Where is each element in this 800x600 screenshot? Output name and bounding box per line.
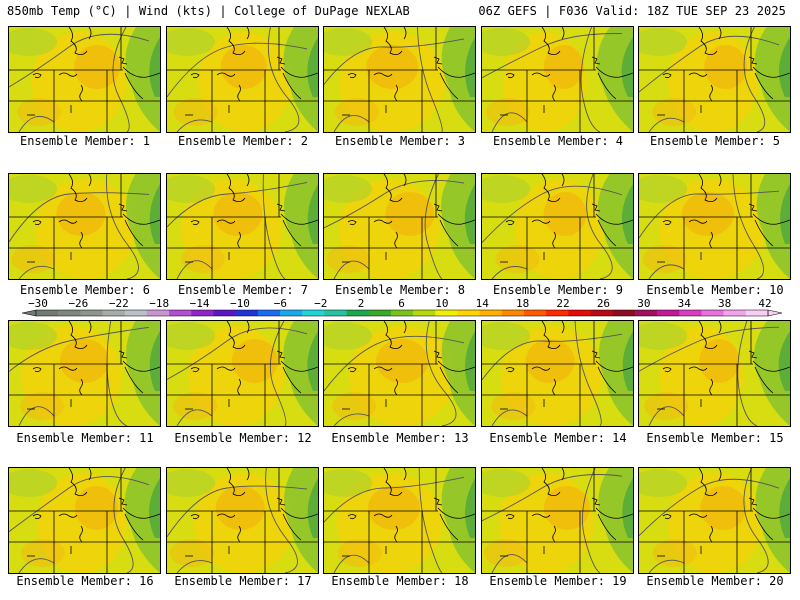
ensemble-member-label: Ensemble Member: 5 <box>649 134 781 148</box>
ensemble-member-map <box>166 467 319 574</box>
colorbar-swatch <box>479 310 503 316</box>
ensemble-member-map <box>8 173 161 280</box>
ensemble-member-map <box>166 173 319 280</box>
colorbar-swatch <box>169 310 192 316</box>
map-title: 850mb Temp (°C) | Wind (kts) | College o… <box>7 4 410 18</box>
ensemble-member-map <box>8 320 161 427</box>
ensemble-member-label: Ensemble Member: 15 <box>646 431 784 445</box>
colorbar-swatch <box>701 310 724 316</box>
ensemble-member-map <box>323 467 476 574</box>
ensemble-member-map <box>323 320 476 427</box>
colorbar-arrow-low <box>21 309 37 317</box>
ensemble-member-label: Ensemble Member: 1 <box>19 134 151 148</box>
colorbar-swatch <box>524 310 547 316</box>
colorbar-tick-label: −2 <box>314 298 327 310</box>
colorbar-tick-label: 2 <box>358 298 365 310</box>
colorbar-tick-label: 10 <box>435 298 448 310</box>
ensemble-member-label: Ensemble Member: 16 <box>16 574 154 588</box>
colorbar-swatch <box>302 310 325 316</box>
ensemble-member-map <box>638 320 791 427</box>
colorbar-swatch <box>146 310 170 316</box>
colorbar-tick-label: 18 <box>516 298 529 310</box>
ensemble-member-label: Ensemble Member: 14 <box>489 431 627 445</box>
colorbar-swatch <box>390 310 414 316</box>
ensemble-member-label: Ensemble Member: 19 <box>489 574 627 588</box>
ensemble-member-label: Ensemble Member: 11 <box>16 431 154 445</box>
colorbar-tick-label: −10 <box>230 298 250 310</box>
colorbar-swatch <box>457 310 480 316</box>
colorbar-swatch <box>501 310 525 316</box>
colorbar-tick-label: 6 <box>398 298 405 310</box>
colorbar-tick-label: −22 <box>109 298 129 310</box>
colorbar-tick-label: 30 <box>637 298 650 310</box>
colorbar-tick-label: −6 <box>274 298 287 310</box>
colorbar-swatch <box>36 310 59 316</box>
colorbar-swatch <box>124 310 148 316</box>
ensemble-member-label: Ensemble Member: 2 <box>177 134 309 148</box>
colorbar-arrow-high <box>767 309 783 317</box>
colorbar-swatch <box>324 310 347 316</box>
colorbar-tick-label: −18 <box>149 298 169 310</box>
colorbar-swatch <box>368 310 392 316</box>
ensemble-member-label: Ensemble Member: 7 <box>177 283 309 297</box>
ensemble-member-label: Ensemble Member: 17 <box>174 574 312 588</box>
colorbar-swatch <box>280 310 303 316</box>
colorbar-swatch <box>213 310 236 316</box>
ensemble-member-label: Ensemble Member: 9 <box>492 283 624 297</box>
colorbar-swatch <box>257 310 281 316</box>
colorbar-tick-label: 38 <box>718 298 731 310</box>
ensemble-member-label: Ensemble Member: 4 <box>492 134 624 148</box>
ensemble-member-label: Ensemble Member: 10 <box>646 283 784 297</box>
ensemble-member-label: Ensemble Member: 3 <box>334 134 466 148</box>
ensemble-member-map <box>481 467 634 574</box>
colorbar-tick-label: −26 <box>68 298 88 310</box>
colorbar-swatch <box>634 310 658 316</box>
colorbar-swatch <box>413 310 436 316</box>
colorbar-swatch <box>80 310 103 316</box>
colorbar-swatch <box>679 310 702 316</box>
colorbar-tick-label: −30 <box>28 298 48 310</box>
ensemble-member-label: Ensemble Member: 18 <box>331 574 469 588</box>
colorbar-tick-label: −14 <box>190 298 210 310</box>
ensemble-member-map <box>638 26 791 133</box>
ensemble-member-map <box>481 26 634 133</box>
colorbar-swatch <box>745 310 769 316</box>
colorbar-swatch <box>346 310 370 316</box>
ensemble-member-map <box>638 467 791 574</box>
colorbar-swatch <box>235 310 259 316</box>
ensemble-member-label: Ensemble Member: 13 <box>331 431 469 445</box>
colorbar-swatch <box>102 310 126 316</box>
ensemble-member-label: Ensemble Member: 12 <box>174 431 312 445</box>
colorbar-swatch <box>191 310 214 316</box>
colorbar-tick-label: 42 <box>758 298 771 310</box>
ensemble-member-map <box>323 26 476 133</box>
colorbar-swatch <box>435 310 458 316</box>
ensemble-member-label: Ensemble Member: 6 <box>19 283 151 297</box>
colorbar-tick-label: 26 <box>597 298 610 310</box>
colorbar-swatch <box>58 310 81 316</box>
ensemble-member-map <box>481 320 634 427</box>
ensemble-member-map <box>323 173 476 280</box>
ensemble-member-label: Ensemble Member: 8 <box>334 283 466 297</box>
ensemble-member-map <box>8 467 161 574</box>
colorbar-swatch <box>590 310 614 316</box>
temperature-colorbar: −30 −26 −22 −18 −14 −10 −6 −2 2 6 10 14 18 22 26 30 34 38… <box>21 298 783 317</box>
colorbar-swatch <box>723 310 747 316</box>
ensemble-member-map <box>481 173 634 280</box>
ensemble-member-map <box>166 320 319 427</box>
ensemble-member-map <box>166 26 319 133</box>
ensemble-member-map <box>8 26 161 133</box>
colorbar-swatch <box>612 310 636 316</box>
run-valid-time: 06Z GEFS | F036 Valid: 18Z TUE SEP 23 20… <box>478 4 786 18</box>
ensemble-member-map <box>638 173 791 280</box>
ensemble-member-label: Ensemble Member: 20 <box>646 574 784 588</box>
colorbar-swatch <box>657 310 680 316</box>
colorbar-swatch <box>546 310 569 316</box>
colorbar-swatch <box>568 310 591 316</box>
colorbar-tick-label: 14 <box>476 298 490 310</box>
colorbar-tick-label: 22 <box>556 298 569 310</box>
colorbar-tick-label: 34 <box>678 298 692 310</box>
